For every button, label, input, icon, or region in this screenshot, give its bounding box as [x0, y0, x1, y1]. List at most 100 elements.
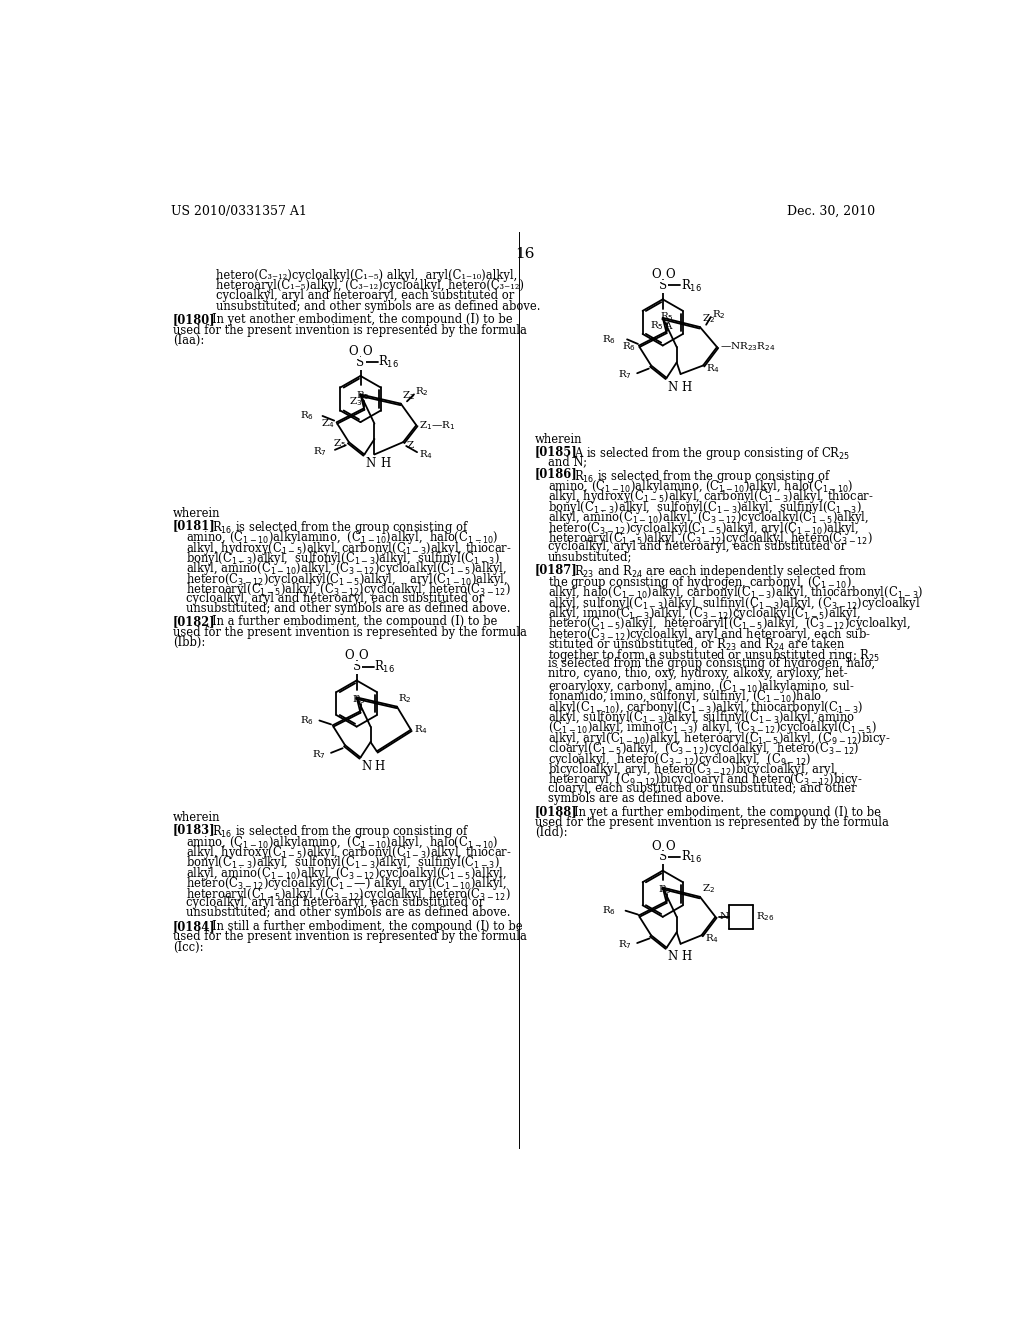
Text: heteroaryl(C$_{1-5}$)alkyl, (C$_{3-12}$)cycloalkyl, hetero(C$_{3-12}$): heteroaryl(C$_{1-5}$)alkyl, (C$_{3-12}$)… [186, 581, 511, 598]
Text: and N;: and N; [548, 455, 587, 469]
Text: R$_{16}$: R$_{16}$ [681, 849, 701, 865]
Text: (C$_{1-10}$)alkyl, imino(C$_{1-3}$) alkyl, (C$_{3-12}$)cycloalkyl(C$_{1-5}$): (C$_{1-10}$)alkyl, imino(C$_{1-3}$) alky… [548, 719, 877, 737]
Text: Z$_2$: Z$_2$ [701, 313, 715, 326]
Text: (Icc):: (Icc): [173, 941, 204, 954]
Text: used for the present invention is represented by the formula: used for the present invention is repres… [173, 931, 526, 944]
Text: symbols are as defined above.: symbols are as defined above. [548, 792, 724, 805]
Text: amino, (C$_{1-10}$)alkylamino,  (C$_{1-10}$)alkyl,  halo(C$_{1-10}$): amino, (C$_{1-10}$)alkylamino, (C$_{1-10… [186, 834, 499, 850]
Text: In yet a further embodiment, the compound (I) to be: In yet a further embodiment, the compoun… [573, 805, 881, 818]
Text: (Idd):: (Idd): [535, 826, 567, 840]
Text: O: O [651, 840, 660, 853]
Text: [0188]: [0188] [535, 805, 578, 818]
Text: Z: Z [407, 441, 414, 450]
Text: In still a further embodiment, the compound (I) to be: In still a further embodiment, the compo… [212, 920, 522, 933]
Text: unsubstituted; and other symbols are as defined above.: unsubstituted; and other symbols are as … [186, 907, 511, 920]
Text: alkyl, amino(C$_{1-10}$)alkyl, (C$_{3-12}$)cycloalkyl(C$_{1-5}$)alkyl,: alkyl, amino(C$_{1-10}$)alkyl, (C$_{3-12… [186, 561, 507, 577]
Text: Z$_1$—R$_1$: Z$_1$—R$_1$ [420, 418, 456, 432]
Text: alkyl, hydroxy(C$_{1-5}$)alkyl, carbonyl(C$_{1-3}$)alkyl, thiocar-: alkyl, hydroxy(C$_{1-5}$)alkyl, carbonyl… [548, 488, 873, 506]
Text: R$_{26}$: R$_{26}$ [756, 911, 774, 923]
Text: R$_5$: R$_5$ [659, 310, 674, 322]
Text: cycloalkyl,  hetero(C$_{3-12}$)cycloalkyl,  (C$_{9-12}$): cycloalkyl, hetero(C$_{3-12}$)cycloalkyl… [548, 751, 811, 767]
Text: (Ibb):: (Ibb): [173, 636, 205, 649]
Text: R$_{16}$ is selected from the group consisting of: R$_{16}$ is selected from the group cons… [212, 519, 469, 536]
Text: Z$_2$: Z$_2$ [701, 883, 715, 895]
Text: R$_{16}$ is selected from the group consisting of: R$_{16}$ is selected from the group cons… [212, 824, 469, 841]
Text: R$_{16}$: R$_{16}$ [375, 659, 395, 675]
Text: alkyl, aryl(C$_{1-10}$)alkyl, heteroaryl(C$_{1-5}$)alkyl, (C$_{9-12}$)bicy-: alkyl, aryl(C$_{1-10}$)alkyl, heteroaryl… [548, 730, 891, 747]
Text: R$_2$: R$_2$ [398, 692, 413, 705]
Text: R$_2$: R$_2$ [712, 309, 725, 321]
Text: alkyl, imino(C$_{1-3}$)alkyl, (C$_{3-12}$)cycloalkyl(C$_{1-5}$)alkyl,: alkyl, imino(C$_{1-3}$)alkyl, (C$_{3-12}… [548, 605, 861, 622]
Text: R$_4$: R$_4$ [705, 932, 719, 945]
Text: [0181]: [0181] [173, 519, 216, 532]
Text: unsubstituted; and other symbols are as defined above.: unsubstituted; and other symbols are as … [216, 300, 540, 313]
Text: H: H [380, 457, 390, 470]
Text: R$_{16}$: R$_{16}$ [378, 354, 399, 370]
Text: —NR$_{23}$R$_{24}$: —NR$_{23}$R$_{24}$ [720, 341, 776, 354]
Text: wherein: wherein [535, 433, 583, 446]
Text: N: N [361, 760, 372, 774]
Text: US 2010/0331357 A1: US 2010/0331357 A1 [171, 205, 306, 218]
Text: R$_7$: R$_7$ [617, 939, 632, 950]
Text: used for the present invention is represented by the formula: used for the present invention is repres… [535, 816, 889, 829]
Text: alkyl, hydroxy(C$_{1-5}$)alkyl, carbonyl(C$_{1-3}$)alkyl, thiocar-: alkyl, hydroxy(C$_{1-5}$)alkyl, carbonyl… [186, 843, 512, 861]
Text: [0184]: [0184] [173, 920, 216, 933]
Text: alkyl, halo(C$_{1-10}$)alkyl, carbonyl(C$_{1-3}$)alkyl, thiocarbonyl(C$_{1-3}$): alkyl, halo(C$_{1-10}$)alkyl, carbonyl(C… [548, 585, 924, 601]
Text: R$_6$: R$_6$ [623, 341, 636, 354]
Text: N: N [720, 912, 729, 921]
Text: wherein: wherein [173, 507, 220, 520]
Text: R$_6$: R$_6$ [300, 714, 314, 727]
Text: the group consisting of hydrogen, carbonyl, (C$_{1-10}$): the group consisting of hydrogen, carbon… [548, 574, 852, 591]
Text: S: S [658, 279, 667, 292]
Text: heteroaryl(C$_{1-5}$)alkyl, (C$_{3-12}$)cycloalkyl, hetero(C$_{3-12}$): heteroaryl(C$_{1-5}$)alkyl, (C$_{3-12}$)… [548, 529, 873, 546]
Text: S: S [356, 355, 365, 368]
Text: R$_{16}$ is selected from the group consisting of: R$_{16}$ is selected from the group cons… [573, 467, 830, 484]
Text: Z$_2$: Z$_2$ [402, 389, 416, 403]
Text: hetero(C$_{3-12}$)cycloalkyl(C$_{1-5}$)alkyl,    aryl(C$_{1-10}$)alkyl,: hetero(C$_{3-12}$)cycloalkyl(C$_{1-5}$)a… [186, 570, 508, 587]
Text: R$_{16}$: R$_{16}$ [681, 277, 701, 293]
Text: heteroaryl(C$_{1-5}$)alkyl, (C$_{3-12}$)cycloalkyl, hetero(C$_{3-12}$): heteroaryl(C$_{1-5}$)alkyl, (C$_{3-12}$)… [186, 886, 511, 903]
Text: H: H [681, 950, 691, 964]
Text: Z$_3$: Z$_3$ [349, 396, 362, 408]
Text: R$_4$: R$_4$ [419, 447, 433, 461]
Text: Z$_5$: Z$_5$ [333, 437, 346, 450]
Text: together to form a substituted or unsubstituted ring; R$_{25}$: together to form a substituted or unsubs… [548, 647, 880, 664]
Text: O: O [362, 345, 373, 358]
Text: R$_6$: R$_6$ [602, 904, 616, 917]
Text: alkyl, amino(C$_{1-10}$)alkyl, (C$_{3-12}$)cycloalkyl(C$_{1-5}$)alkyl,: alkyl, amino(C$_{1-10}$)alkyl, (C$_{3-12… [186, 865, 507, 882]
Text: cycloalkyl, aryl and heteroaryl, each substituted or: cycloalkyl, aryl and heteroaryl, each su… [186, 591, 484, 605]
Text: bonyl(C$_{1-3}$)alkyl,  sulfonyl(C$_{1-3}$)alkyl,  sulfinyl(C$_{1-3}$): bonyl(C$_{1-3}$)alkyl, sulfonyl(C$_{1-3}… [186, 854, 500, 871]
Text: [0182]: [0182] [173, 615, 216, 628]
Text: alkyl, amino(C$_{1-10}$)alkyl, (C$_{3-12}$)cycloalkyl(C$_{1-5}$)alkyl,: alkyl, amino(C$_{1-10}$)alkyl, (C$_{3-12… [548, 510, 869, 527]
Text: nitro, cyano, thio, oxy, hydroxy, alkoxy, aryloxy, het-: nitro, cyano, thio, oxy, hydroxy, alkoxy… [548, 668, 848, 680]
Text: hetero(C$_{1-5}$)alkyl,  heteroaryl[(C$_{1-5}$)alkyl,  (C$_{3-12}$)cycloalkyl,: hetero(C$_{1-5}$)alkyl, heteroaryl[(C$_{… [548, 615, 911, 632]
Text: [0180]: [0180] [173, 313, 216, 326]
Text: N: N [366, 457, 376, 470]
Text: O: O [349, 345, 358, 358]
Text: eroaryloxy, carbonyl, amino, (C$_{1-10}$)alkylamino, sul-: eroaryloxy, carbonyl, amino, (C$_{1-10}$… [548, 677, 855, 694]
Text: O: O [665, 268, 675, 281]
Text: fonamido, imino, sulfonyl, sulfinyl, (C$_{1-10}$)halo: fonamido, imino, sulfonyl, sulfinyl, (C$… [548, 688, 822, 705]
Text: heteroaryl, (C$_{9-12}$)bicycloaryl and hetero(C$_{3-12}$)bicy-: heteroaryl, (C$_{9-12}$)bicycloaryl and … [548, 771, 863, 788]
Text: hetero(C$_{3-12}$)cycloalkyl, aryl and heteroaryl, each sub-: hetero(C$_{3-12}$)cycloalkyl, aryl and h… [548, 626, 871, 643]
Text: cloaryl, each substituted or unsubstituted; and other: cloaryl, each substituted or unsubstitut… [548, 781, 857, 795]
Text: R$_5$: R$_5$ [650, 319, 665, 331]
Text: bonyl(C$_{1-3}$)alkyl,  sulfonyl(C$_{1-3}$)alkyl,  sulfinyl(C$_{1-3}$): bonyl(C$_{1-3}$)alkyl, sulfonyl(C$_{1-3}… [186, 550, 500, 568]
Text: cycloalkyl, aryl and heteroaryl, each substituted or: cycloalkyl, aryl and heteroaryl, each su… [186, 896, 484, 909]
Text: hetero(C$_{3-12}$)cycloalkyl(C$_{1-5}$)alkyl, aryl(C$_{1-10}$)alkyl,: hetero(C$_{3-12}$)cycloalkyl(C$_{1-5}$)a… [548, 520, 859, 536]
Text: N: N [668, 380, 678, 393]
Text: wherein: wherein [173, 812, 220, 825]
Text: cloaryl(C$_{1-5}$)alkyl,  (C$_{3-12}$)cycloalkyl,  hetero(C$_{3-12}$): cloaryl(C$_{1-5}$)alkyl, (C$_{3-12}$)cyc… [548, 741, 859, 758]
Text: In yet another embodiment, the compound (I) to be: In yet another embodiment, the compound … [212, 313, 512, 326]
Text: A is selected from the group consisting of CR$_{25}$: A is selected from the group consisting … [573, 445, 850, 462]
Text: R$_7$: R$_7$ [313, 445, 328, 458]
Text: H: H [375, 760, 385, 774]
Text: (Iaa):: (Iaa): [173, 334, 204, 347]
Text: used for the present invention is represented by the formula: used for the present invention is repres… [173, 323, 526, 337]
Text: is selected from the group consisting of hydrogen, halo,: is selected from the group consisting of… [548, 657, 876, 671]
Text: O: O [665, 840, 675, 853]
Text: S: S [658, 850, 667, 863]
Text: R$_{23}$ and R$_{24}$ are each independently selected from: R$_{23}$ and R$_{24}$ are each independe… [573, 564, 867, 581]
Text: alkyl, sulfonyl(C$_{1-3}$)alkyl, sulfinyl(C$_{1-3}$)alkyl, amino: alkyl, sulfonyl(C$_{1-3}$)alkyl, sulfiny… [548, 709, 855, 726]
Text: N: N [668, 950, 678, 964]
